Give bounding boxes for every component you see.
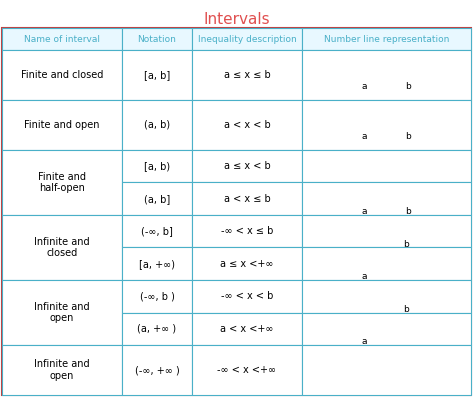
Text: a ≤ x ≤ b: a ≤ x ≤ b: [224, 70, 271, 80]
Text: -∞ < x ≤ b: -∞ < x ≤ b: [221, 226, 273, 236]
Text: a: a: [362, 82, 367, 92]
Text: Number line representation: Number line representation: [324, 34, 449, 44]
Text: a: a: [362, 272, 367, 281]
Text: (a, b): (a, b): [144, 120, 170, 130]
Text: b: b: [406, 207, 412, 216]
Text: -∞ < x < b: -∞ < x < b: [221, 291, 273, 301]
Text: -∞ < x <+∞: -∞ < x <+∞: [218, 365, 277, 375]
Text: (-∞, b ): (-∞, b ): [140, 291, 175, 301]
Text: Finite and open: Finite and open: [24, 120, 100, 130]
Text: [a, b]: [a, b]: [144, 70, 170, 80]
Text: (a, b]: (a, b]: [144, 194, 170, 204]
Text: a < x ≤ b: a < x ≤ b: [224, 194, 271, 204]
Text: b: b: [403, 305, 409, 314]
Text: Name of interval: Name of interval: [24, 34, 100, 44]
Text: Finite and closed: Finite and closed: [21, 70, 103, 80]
Text: a ≤ x < b: a ≤ x < b: [224, 161, 271, 171]
Text: Notation: Notation: [138, 34, 176, 44]
Text: (a, +∞ ): (a, +∞ ): [138, 324, 176, 334]
Text: b: b: [403, 240, 409, 248]
Text: (-∞, +∞ ): (-∞, +∞ ): [135, 365, 179, 375]
Text: a < x <+∞: a < x <+∞: [220, 324, 274, 334]
Text: [a, +∞): [a, +∞): [139, 259, 175, 269]
Text: a < x < b: a < x < b: [224, 120, 271, 130]
Text: Inequality description: Inequality description: [198, 34, 297, 44]
Text: [a, b): [a, b): [144, 161, 170, 171]
Text: Infinite and
open: Infinite and open: [34, 359, 90, 381]
Text: Infinite and
open: Infinite and open: [34, 302, 90, 323]
Text: a: a: [362, 337, 367, 346]
Text: Finite and
half-open: Finite and half-open: [38, 172, 86, 193]
Text: Intervals: Intervals: [203, 12, 270, 27]
Text: a: a: [362, 132, 367, 141]
Text: b: b: [406, 132, 412, 141]
Text: b: b: [406, 82, 412, 92]
Text: a ≤ x <+∞: a ≤ x <+∞: [220, 259, 274, 269]
Text: (-∞, b]: (-∞, b]: [141, 226, 173, 236]
Text: Infinite and
closed: Infinite and closed: [34, 237, 90, 258]
Text: a: a: [362, 207, 367, 216]
